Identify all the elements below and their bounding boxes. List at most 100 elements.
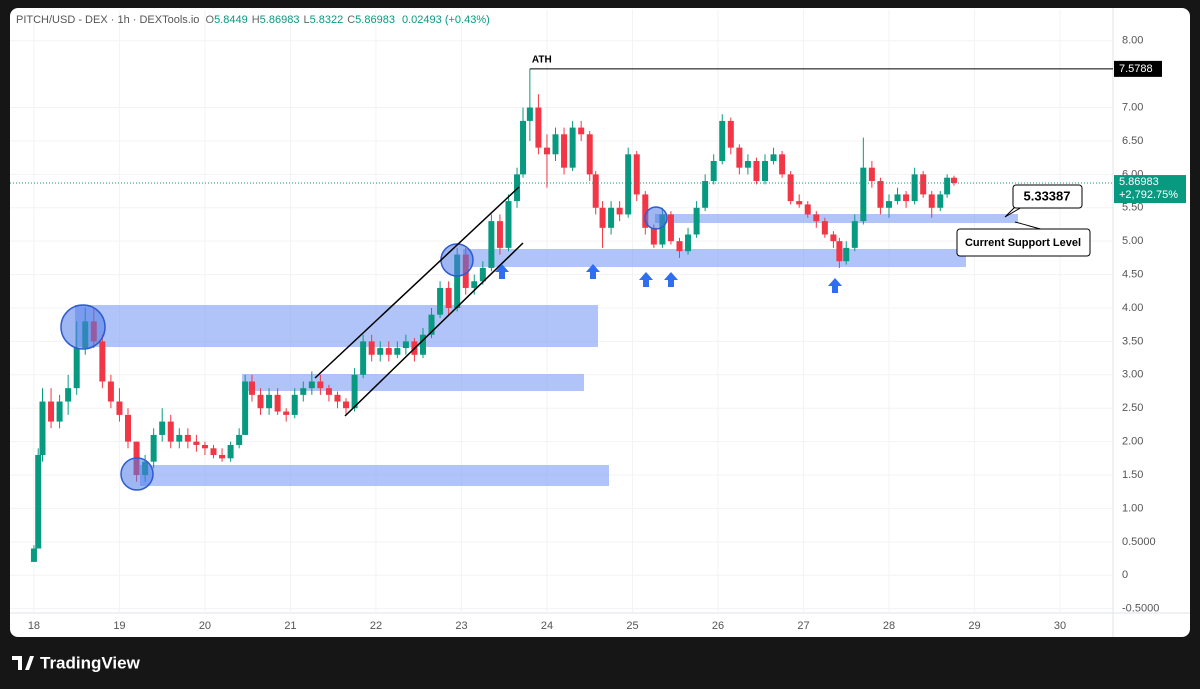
candle-body	[368, 341, 375, 355]
candle-body	[201, 444, 208, 449]
ohlc-key: C	[347, 14, 356, 26]
candle-body	[227, 444, 234, 459]
y-tick-label: 1.00	[1122, 502, 1143, 514]
ohlc-value: 5.86983	[259, 14, 300, 26]
candle-body	[779, 154, 786, 175]
candle-body	[937, 194, 944, 208]
candle-body	[526, 107, 533, 121]
highlight-circle	[440, 243, 474, 277]
candle-body	[616, 207, 623, 215]
last-price-box	[1114, 175, 1186, 204]
support-label: Current Support Level	[965, 237, 1081, 249]
candle-body	[911, 174, 918, 202]
candle-body	[950, 177, 957, 184]
candle-body	[736, 147, 743, 168]
candle-body	[176, 434, 183, 442]
candle-body	[167, 421, 174, 442]
highlight-circle	[644, 206, 668, 230]
candle-body	[428, 314, 435, 335]
callout-box	[956, 228, 1091, 257]
candle-body	[796, 201, 803, 205]
candle-body	[693, 207, 700, 235]
candle-body	[419, 334, 426, 355]
candle-body	[266, 394, 273, 409]
candle-body	[944, 177, 951, 195]
candle-body	[107, 381, 114, 402]
candle-body	[851, 221, 858, 248]
y-tick-label: 0	[1122, 569, 1128, 581]
candle-body	[360, 341, 367, 375]
candle-body	[39, 401, 46, 455]
brand-name: TradingView	[40, 653, 141, 672]
channel-line	[344, 242, 524, 417]
ath-price-box	[1114, 60, 1162, 77]
up-arrow	[495, 264, 509, 279]
x-tick-label: 26	[712, 620, 724, 632]
x-tick-label: 24	[541, 620, 553, 632]
x-tick-label: 19	[113, 620, 125, 632]
callout-pointer	[1004, 206, 1023, 218]
axes: -0.5000 0 0.5000 1.00 1.50 2.00 2.50 3.00 3.50 4.…	[10, 35, 1186, 632]
y-tick-label: 4.50	[1122, 268, 1143, 280]
up-arrow	[639, 272, 653, 287]
y-tick-label: 6.50	[1122, 135, 1143, 147]
ohlc-value: 5.8322	[309, 14, 344, 26]
candle-body	[903, 194, 910, 202]
x-tick-label: 29	[968, 620, 980, 632]
zone	[463, 249, 966, 267]
candle-body	[351, 374, 358, 409]
y-tick-label: 4.00	[1122, 302, 1143, 314]
y-tick-label: 3.50	[1122, 335, 1143, 347]
candle-body	[184, 434, 191, 442]
x-tick-label: 22	[370, 620, 382, 632]
candle-body	[836, 241, 843, 262]
up-arrow	[828, 278, 842, 293]
candle-body	[920, 174, 927, 195]
arrows	[495, 264, 842, 293]
candle-body	[210, 448, 217, 455]
x-tick-label: 25	[626, 620, 638, 632]
candle-body	[710, 161, 717, 182]
support-price: 5.33387	[1024, 188, 1071, 203]
candle-body	[193, 441, 200, 445]
candle-body	[56, 401, 63, 422]
x-tick-label: 23	[455, 620, 467, 632]
y-tick-label: 5.50	[1122, 202, 1143, 214]
symbol: PITCH/USD - DEX · 1h · DEXTools.io	[16, 14, 200, 26]
last-price-label: 5.86983	[1119, 176, 1159, 188]
candle-body	[569, 127, 576, 168]
ath-text: ATH	[532, 55, 552, 66]
ohlc-key: L	[303, 14, 310, 26]
candle-body	[586, 134, 593, 175]
callout-box	[1012, 184, 1083, 209]
candle-body	[150, 434, 157, 462]
candle-body	[719, 120, 726, 162]
candle-body	[625, 154, 632, 215]
x-tick-label: 30	[1054, 620, 1066, 632]
candle-body	[599, 207, 606, 228]
x-tick-label: 28	[883, 620, 895, 632]
y-tick-label: 2.50	[1122, 402, 1143, 414]
candle-body	[124, 414, 131, 442]
candle-body	[744, 161, 751, 168]
candle-body	[48, 401, 55, 422]
candle-body	[236, 434, 243, 445]
channel-line	[314, 186, 520, 379]
candle-body	[860, 167, 867, 222]
candle-body	[877, 181, 884, 208]
up-arrow	[586, 264, 600, 279]
candle-body	[99, 341, 106, 382]
y-tick-label: -0.5000	[1122, 603, 1159, 615]
zone	[242, 374, 584, 391]
y-tick-label: 1.50	[1122, 469, 1143, 481]
candle-body	[394, 348, 401, 355]
candle-body	[317, 381, 324, 389]
candle-body	[385, 348, 392, 355]
highlight-circle	[60, 304, 106, 350]
candle-body	[633, 154, 640, 195]
candle-body	[535, 107, 542, 148]
ohlc-value: 5.86983	[355, 14, 395, 26]
highlight-circle	[120, 457, 154, 491]
candle-body	[454, 254, 461, 308]
